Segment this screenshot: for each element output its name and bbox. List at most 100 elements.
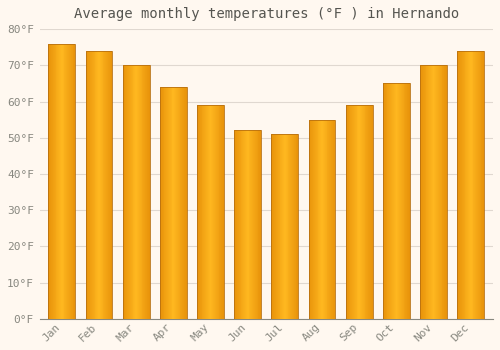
Bar (420, 65, 421, 319)
Bar (430, 65, 431, 319)
Bar (168, 87, 169, 319)
Bar (356, 105, 358, 319)
Bar (139, 65, 140, 319)
Bar (148, 65, 150, 319)
Bar (409, 83, 410, 319)
Bar (86, 51, 112, 319)
Bar (406, 83, 407, 319)
Bar (437, 65, 438, 319)
Bar (131, 65, 132, 319)
Bar (220, 105, 221, 319)
Bar (124, 65, 126, 319)
Bar (248, 131, 250, 319)
Bar (127, 65, 128, 319)
Bar (236, 131, 237, 319)
Bar (359, 105, 360, 319)
Bar (162, 87, 164, 319)
Bar (466, 51, 467, 319)
Bar (472, 51, 474, 319)
Bar (64, 43, 66, 319)
Bar (98, 51, 99, 319)
Bar (476, 51, 477, 319)
Bar (52, 43, 53, 319)
Bar (393, 83, 394, 319)
Bar (145, 65, 146, 319)
Bar (208, 105, 210, 319)
Bar (94, 51, 96, 319)
Bar (292, 134, 293, 319)
Title: Average monthly temperatures (°F ) in Hernando: Average monthly temperatures (°F ) in He… (74, 7, 459, 21)
Bar (467, 51, 468, 319)
Bar (180, 87, 182, 319)
Bar (254, 131, 255, 319)
Bar (48, 43, 75, 319)
Bar (58, 43, 59, 319)
Bar (296, 134, 298, 319)
Bar (477, 51, 478, 319)
Bar (70, 43, 72, 319)
Bar (288, 134, 290, 319)
Bar (423, 65, 424, 319)
Bar (360, 105, 361, 319)
Bar (197, 105, 198, 319)
Bar (242, 131, 243, 319)
Bar (479, 51, 480, 319)
Bar (438, 65, 439, 319)
Bar (218, 105, 220, 319)
Bar (332, 120, 334, 319)
Bar (320, 120, 321, 319)
Bar (426, 65, 428, 319)
Bar (460, 51, 461, 319)
Bar (308, 120, 336, 319)
Bar (132, 65, 134, 319)
Bar (199, 105, 200, 319)
Bar (101, 51, 102, 319)
Bar (66, 43, 67, 319)
Bar (204, 105, 205, 319)
Bar (396, 83, 398, 319)
Bar (469, 51, 470, 319)
Bar (318, 120, 320, 319)
Bar (255, 131, 256, 319)
Bar (134, 65, 136, 319)
Bar (223, 105, 224, 319)
Bar (207, 105, 208, 319)
Bar (316, 120, 318, 319)
Bar (243, 131, 244, 319)
Bar (240, 131, 242, 319)
Bar (290, 134, 291, 319)
Bar (69, 43, 70, 319)
Bar (235, 131, 236, 319)
Bar (293, 134, 294, 319)
Bar (366, 105, 367, 319)
Bar (183, 87, 184, 319)
Bar (237, 131, 238, 319)
Bar (110, 51, 112, 319)
Bar (182, 87, 183, 319)
Bar (104, 51, 105, 319)
Bar (402, 83, 404, 319)
Bar (123, 65, 150, 319)
Bar (247, 131, 248, 319)
Bar (48, 43, 50, 319)
Bar (442, 65, 444, 319)
Bar (272, 134, 274, 319)
Bar (123, 65, 124, 319)
Bar (400, 83, 401, 319)
Bar (390, 83, 391, 319)
Bar (422, 65, 423, 319)
Bar (346, 105, 372, 319)
Bar (215, 105, 216, 319)
Bar (312, 120, 313, 319)
Bar (59, 43, 60, 319)
Bar (280, 134, 281, 319)
Bar (174, 87, 175, 319)
Bar (346, 105, 348, 319)
Bar (99, 51, 100, 319)
Bar (212, 105, 213, 319)
Bar (326, 120, 328, 319)
Bar (440, 65, 442, 319)
Bar (458, 51, 459, 319)
Bar (102, 51, 104, 319)
Bar (234, 131, 235, 319)
